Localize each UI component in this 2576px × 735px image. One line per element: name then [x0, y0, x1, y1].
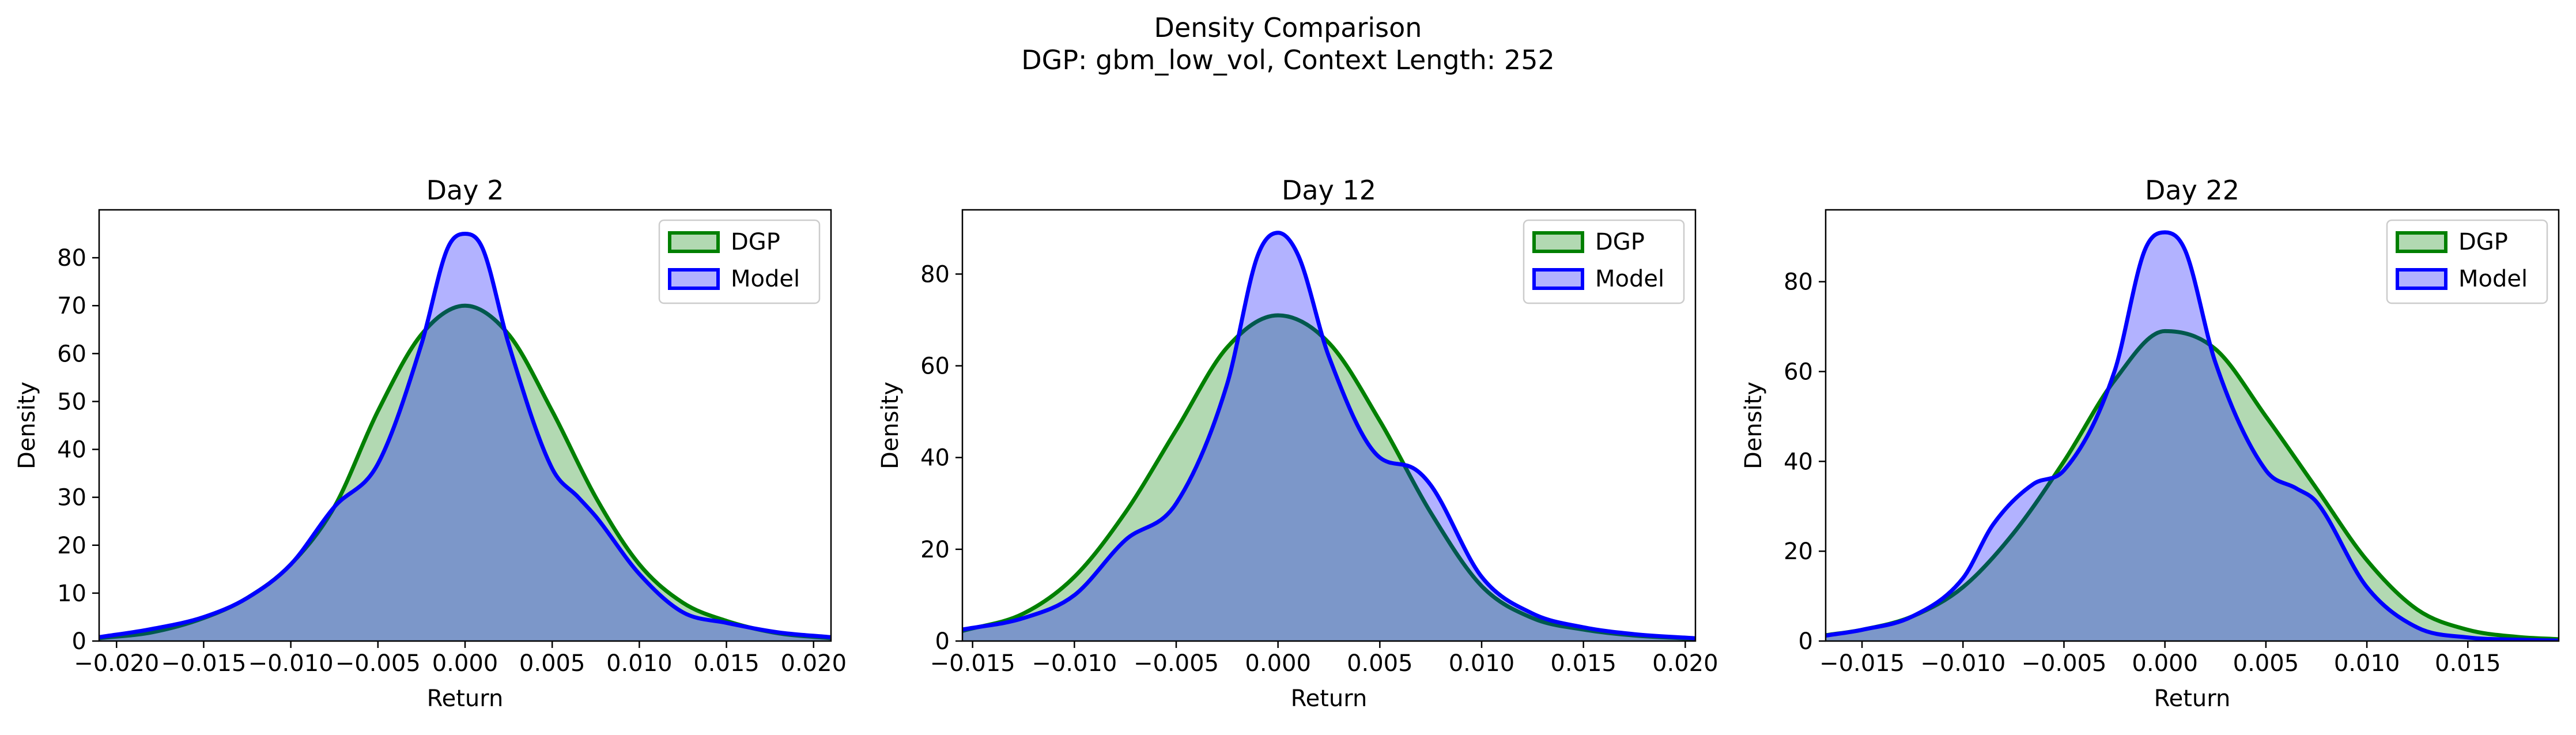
subplot-day-panel-2: Day 12 −0.015 −0.010 −0.005 0.000 0.005 0.010 0… [877, 175, 1718, 712]
subplot-panels: Day 2−0.020 −0.015 −0.010 −0.005 0.000 0.005 0… [14, 175, 2560, 712]
series-area-dgp [99, 306, 831, 641]
legend-swatch-dgp [1532, 231, 1584, 253]
y-tick-label: 0 [72, 628, 86, 655]
x-tick-label: 0.020 [781, 650, 847, 677]
x-tick-label: 0.000 [1245, 650, 1311, 677]
plot-area [99, 232, 831, 641]
x-tick-label: 0.010 [2334, 650, 2400, 677]
x-tick-label: −0.010 [1032, 650, 1117, 677]
x-tick-label: 0.015 [693, 650, 760, 677]
plot-area [1826, 230, 2559, 641]
x-tick-label: 0.015 [2435, 650, 2501, 677]
y-tick-label: 70 [57, 293, 86, 319]
x-tick-label: −0.005 [2021, 650, 2106, 677]
y-tick-label: 0 [935, 628, 950, 655]
suptitle-line-2: DGP: gbm_low_vol, Context Length: 252 [1021, 44, 1554, 76]
y-tick-label: 80 [920, 261, 950, 288]
x-tick-label: 0.010 [606, 650, 673, 677]
x-tick-label: −0.015 [1819, 650, 1905, 677]
y-axis-label: Density [877, 382, 904, 469]
legend-label-model: Model [1595, 266, 1664, 292]
x-tick-label: −0.005 [335, 650, 421, 677]
x-tick-label: 0.015 [1550, 650, 1616, 677]
legend-box [2386, 219, 2548, 304]
y-tick-label: 0 [1799, 628, 1813, 655]
axes-frame [1825, 209, 2560, 642]
legend-swatch-model [668, 268, 720, 290]
legend-label-dgp: DGP [1595, 229, 1645, 255]
legend-swatch-model [1532, 268, 1584, 290]
axes-frame [961, 209, 1697, 642]
x-axis-label: Return [427, 685, 504, 712]
series-area-dgp [1826, 331, 2559, 641]
y-tick-label: 10 [57, 581, 86, 607]
subplot-day-panel-1: Day 2 −0.020 −0.015 −0.010 −0.005 0.000 0.005 0… [14, 175, 847, 712]
y-axis-label: Density [14, 382, 40, 469]
legend: DGP Model [1523, 219, 1685, 304]
series-line-dgp [962, 313, 1695, 641]
series-area-model [1826, 232, 2559, 641]
y-tick-label: 30 [57, 485, 86, 511]
legend: DGP Model [658, 219, 821, 304]
series-area-dgp [962, 315, 1695, 641]
x-tick-label: 0.005 [1347, 650, 1413, 677]
panel-title: Day 22 [2145, 175, 2239, 206]
panel-title: Day 2 [426, 175, 504, 206]
suptitle-line-1: Density Comparison [1154, 12, 1422, 43]
legend-label-model: Model [2458, 266, 2528, 292]
y-tick-label: 20 [920, 537, 950, 563]
x-tick-label: −0.015 [930, 650, 1015, 677]
y-tick-label: 20 [1784, 538, 1813, 565]
x-tick-label: 0.005 [2233, 650, 2299, 677]
x-tick-label: −0.015 [161, 650, 246, 677]
subplot-day-panel-3: Day 22 −0.015 −0.010 −0.005 0.000 0.005 0.010 0… [1740, 175, 2560, 712]
x-tick-label: 0.000 [432, 650, 498, 677]
y-tick-label: 50 [57, 389, 86, 415]
series-line-model [99, 232, 831, 639]
x-tick-label: −0.020 [74, 650, 159, 677]
x-axis-label: Return [1291, 685, 1368, 712]
x-tick-label: 0.010 [1449, 650, 1515, 677]
legend-label-dgp: DGP [2458, 229, 2508, 255]
series-line-model [962, 231, 1695, 640]
series-area-model [99, 233, 831, 641]
x-tick-label: 0.000 [2132, 650, 2198, 677]
y-tick-label: 40 [1784, 448, 1813, 475]
series-line-model [1826, 230, 2559, 641]
series-area-model [962, 232, 1695, 641]
x-tick-label: 0.005 [519, 650, 586, 677]
legend-swatch-dgp [668, 231, 720, 253]
x-tick-label: −0.010 [1920, 650, 2005, 677]
legend-box [1523, 219, 1685, 304]
plot-area [962, 231, 1695, 641]
legend-swatch-model [2396, 268, 2447, 290]
y-tick-label: 60 [57, 341, 86, 367]
legend-label-dgp: DGP [731, 229, 780, 255]
y-tick-label: 60 [1784, 359, 1813, 386]
legend: DGP Model [2386, 219, 2548, 304]
y-tick-label: 40 [57, 437, 86, 463]
x-axis-label: Return [2154, 685, 2231, 712]
y-tick-label: 40 [920, 445, 950, 472]
legend-label-model: Model [731, 266, 800, 292]
legend-box [658, 219, 821, 304]
y-tick-label: 80 [57, 245, 86, 272]
y-tick-label: 20 [57, 533, 86, 559]
x-tick-label: 0.020 [1652, 650, 1718, 677]
series-line-dgp [1826, 329, 2559, 641]
panel-title: Day 12 [1282, 175, 1376, 206]
x-tick-label: −0.010 [248, 650, 334, 677]
y-tick-label: 60 [920, 353, 950, 380]
legend-swatch-dgp [2396, 231, 2447, 253]
y-tick-label: 80 [1784, 269, 1813, 296]
x-tick-label: −0.005 [1134, 650, 1219, 677]
y-axis-label: Density [1740, 382, 1767, 469]
